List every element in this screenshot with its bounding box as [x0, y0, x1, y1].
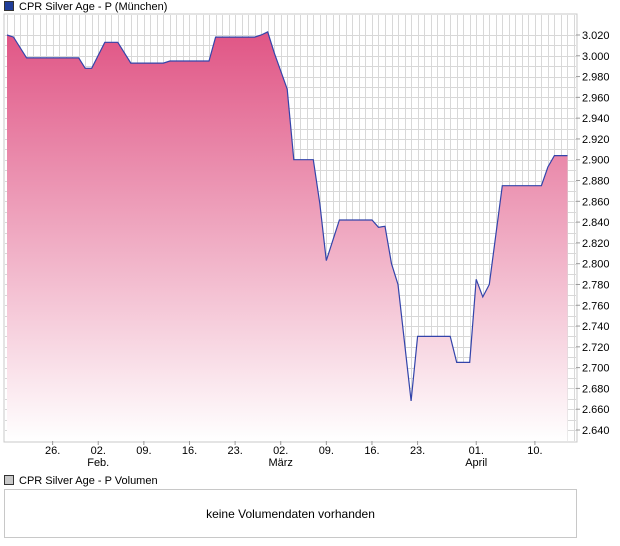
y-tick-label: 2.700: [582, 363, 610, 375]
x-tick-label: 23.: [410, 445, 425, 457]
price-area: [7, 31, 568, 442]
y-tick-label: 2.960: [582, 92, 610, 104]
y-tick-label: 2.660: [582, 404, 610, 416]
y-tick-label: 2.720: [582, 342, 610, 354]
x-tick-label: 01.: [469, 445, 484, 457]
price-line: [6, 31, 568, 401]
volume-legend-label: CPR Silver Age - P Volumen: [19, 475, 158, 487]
y-tick-label: 2.900: [582, 155, 610, 167]
y-tick-label: 3.020: [582, 30, 610, 42]
volume-series-swatch: [4, 475, 14, 485]
y-tick-label: 2.780: [582, 279, 610, 291]
x-tick-label: 10.: [527, 445, 542, 457]
x-month-label: Feb.: [87, 457, 109, 469]
y-tick-label: 2.940: [582, 113, 610, 125]
volume-legend: CPR Silver Age - P Volumen: [2, 474, 158, 488]
x-tick-label: 09.: [136, 445, 151, 457]
y-tick-label: 2.840: [582, 217, 610, 229]
y-tick-label: 2.980: [582, 72, 610, 84]
y-tick-label: 2.680: [582, 383, 610, 395]
y-tick-label: 2.920: [582, 134, 610, 146]
x-tick-label: 26.: [45, 445, 60, 457]
price-series-swatch: [4, 1, 14, 11]
x-tick-label: 16.: [364, 445, 379, 457]
y-tick-label: 2.760: [582, 300, 610, 312]
x-tick-label: 09.: [319, 445, 334, 457]
y-tick-label: 2.880: [582, 176, 610, 188]
x-month-label: März: [268, 457, 292, 469]
x-tick-label: 23.: [227, 445, 242, 457]
x-tick-label: 02.: [91, 445, 106, 457]
volume-empty-message: keine Volumendaten vorhanden: [206, 507, 375, 521]
y-tick-label: 2.800: [582, 259, 610, 271]
volume-panel: keine Volumendaten vorhanden: [4, 489, 577, 538]
y-tick-label: 2.740: [582, 321, 610, 333]
x-tick-label: 16.: [182, 445, 197, 457]
y-tick-label: 2.640: [582, 425, 610, 437]
y-tick-label: 2.820: [582, 238, 610, 250]
price-legend-label: CPR Silver Age - P (München): [19, 1, 168, 13]
price-legend: CPR Silver Age - P (München): [2, 0, 167, 14]
x-month-label: April: [465, 457, 487, 469]
x-tick-label: 02.: [273, 445, 288, 457]
y-tick-label: 2.860: [582, 196, 610, 208]
price-chart: 3.020 3.000 2.980 2.960 2.940 2.920 2.900 2.880…: [3, 13, 610, 469]
y-axis: 3.020 3.000 2.980 2.960 2.940 2.920 2.900 2.880…: [576, 30, 610, 437]
y-tick-label: 3.000: [582, 51, 610, 63]
